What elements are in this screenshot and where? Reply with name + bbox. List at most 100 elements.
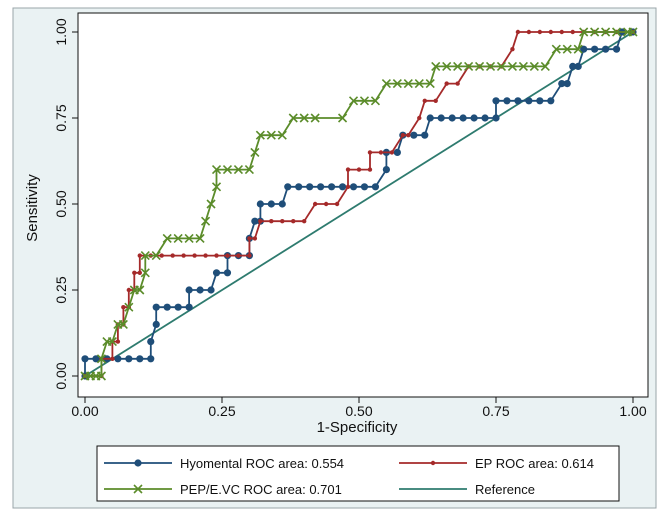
data-point bbox=[317, 183, 325, 191]
data-point bbox=[455, 81, 460, 86]
data-point bbox=[222, 165, 233, 175]
data-point bbox=[392, 79, 402, 89]
legend-label: EP ROC area: 0.614 bbox=[475, 456, 594, 471]
data-point bbox=[214, 253, 219, 258]
data-point bbox=[133, 484, 143, 494]
data-point bbox=[540, 61, 550, 71]
data-point bbox=[537, 29, 543, 35]
data-point bbox=[367, 150, 373, 155]
data-point bbox=[448, 114, 456, 122]
data-point bbox=[277, 130, 287, 140]
data-point bbox=[410, 131, 418, 139]
data-point bbox=[207, 286, 215, 294]
data-point bbox=[135, 285, 145, 295]
data-point bbox=[247, 236, 252, 241]
data-point bbox=[370, 96, 381, 106]
data-point bbox=[278, 200, 286, 208]
data-point bbox=[151, 251, 161, 261]
data-point bbox=[525, 97, 533, 105]
data-point bbox=[514, 97, 522, 105]
data-point bbox=[328, 183, 336, 191]
data-point bbox=[562, 44, 572, 54]
data-point bbox=[267, 200, 275, 208]
data-point bbox=[107, 337, 117, 347]
data-point bbox=[518, 61, 528, 71]
data-point bbox=[492, 114, 500, 122]
data-point bbox=[381, 79, 391, 89]
data-point bbox=[185, 303, 193, 311]
data-point bbox=[174, 303, 182, 311]
data-point bbox=[421, 131, 429, 139]
data-point bbox=[136, 355, 144, 363]
data-point bbox=[470, 114, 478, 122]
data-point bbox=[628, 27, 638, 37]
y-axis-label: Sensitivity bbox=[24, 174, 41, 242]
data-point bbox=[601, 27, 611, 37]
data-point bbox=[323, 201, 329, 207]
data-point bbox=[196, 286, 204, 294]
data-point bbox=[345, 167, 351, 172]
data-point bbox=[126, 287, 132, 293]
data-point bbox=[302, 219, 307, 224]
data-point bbox=[548, 29, 553, 35]
data-point bbox=[299, 113, 309, 123]
data-point bbox=[269, 219, 274, 224]
data-point bbox=[507, 61, 518, 71]
data-point bbox=[551, 44, 561, 54]
data-point bbox=[529, 61, 539, 71]
data-point bbox=[118, 319, 128, 329]
legend-label: Reference bbox=[475, 482, 535, 497]
data-point bbox=[349, 183, 358, 191]
data-point bbox=[258, 219, 263, 224]
data-point bbox=[591, 45, 599, 53]
x-tick-label: 1.00 bbox=[619, 403, 646, 419]
data-point bbox=[256, 200, 264, 208]
data-point bbox=[492, 97, 500, 105]
data-point bbox=[515, 29, 521, 35]
data-point bbox=[212, 269, 221, 277]
data-point bbox=[306, 183, 314, 191]
data-point bbox=[162, 233, 172, 243]
y-axis: 0.00 0.25 0.50 0.75 1.00 bbox=[53, 18, 78, 390]
data-point bbox=[115, 339, 121, 344]
data-point bbox=[579, 27, 589, 37]
data-point bbox=[92, 355, 100, 363]
data-point bbox=[356, 167, 362, 172]
data-point bbox=[485, 61, 496, 71]
series-hyomental-roc-area-0-554 bbox=[81, 28, 637, 380]
data-point bbox=[563, 80, 571, 88]
data-point bbox=[400, 133, 406, 138]
data-point bbox=[173, 233, 183, 243]
data-point bbox=[134, 459, 142, 467]
y-tick-label: 1.00 bbox=[53, 18, 69, 45]
data-point bbox=[403, 79, 413, 89]
data-point bbox=[184, 233, 194, 243]
data-point bbox=[252, 236, 258, 241]
x-axis-label: 1-Specificity bbox=[317, 419, 398, 436]
data-point bbox=[426, 114, 434, 122]
legend-item: Hyomental ROC area: 0.554 bbox=[104, 456, 344, 471]
data-point bbox=[389, 150, 395, 155]
data-point bbox=[345, 184, 351, 189]
legend-label: PEP/E.VC ROC area: 0.701 bbox=[180, 482, 342, 497]
data-point bbox=[203, 253, 208, 258]
data-point bbox=[569, 62, 577, 70]
data-point bbox=[266, 130, 276, 140]
data-point bbox=[612, 45, 621, 53]
data-point bbox=[503, 97, 511, 105]
data-point bbox=[96, 371, 107, 381]
data-point bbox=[431, 61, 441, 71]
data-point bbox=[121, 305, 126, 310]
data-point bbox=[367, 167, 373, 172]
x-tick-label: 0.75 bbox=[482, 403, 509, 419]
data-point bbox=[288, 113, 298, 123]
data-point bbox=[147, 355, 155, 363]
data-point bbox=[147, 338, 155, 346]
data-point bbox=[251, 217, 259, 225]
data-point bbox=[378, 150, 384, 155]
data-point bbox=[360, 183, 369, 191]
data-point bbox=[359, 96, 370, 106]
data-point bbox=[223, 269, 232, 277]
data-point bbox=[590, 27, 600, 37]
